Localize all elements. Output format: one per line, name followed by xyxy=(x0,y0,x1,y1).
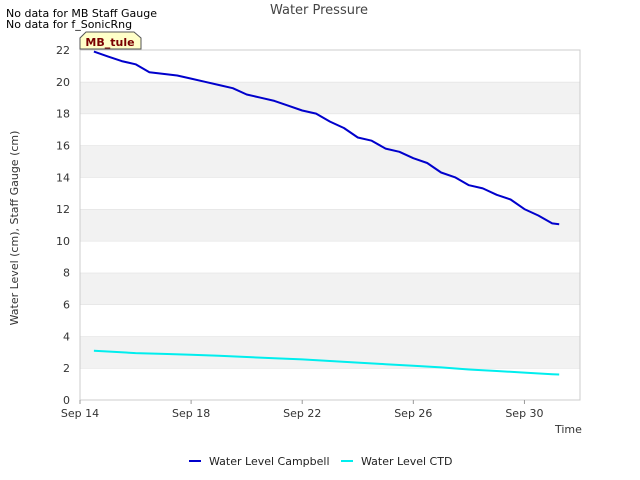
grid-band xyxy=(80,272,580,305)
x-tick-label: Sep 14 xyxy=(61,407,99,420)
no-data-note-staff-gauge: No data for MB Staff Gauge xyxy=(6,7,157,20)
plot-frame xyxy=(79,49,581,401)
y-tick-label: 16 xyxy=(56,139,70,152)
series-line-1 xyxy=(93,349,560,376)
x-axis: Sep 14 Sep 18 Sep 22 Sep 26 Sep 30 xyxy=(61,400,544,420)
y-tick-label: 4 xyxy=(63,330,70,343)
y-tick-label: 20 xyxy=(56,76,70,89)
y-tick-label: 8 xyxy=(63,267,70,280)
grid-band xyxy=(80,304,580,337)
y-tick-label: 12 xyxy=(56,203,70,216)
site-badge-label: MB_tule xyxy=(85,36,134,49)
grid-band xyxy=(80,145,580,178)
grid-band xyxy=(80,336,580,369)
x-tick-label: Sep 18 xyxy=(172,407,210,420)
y-axis: 0 2 4 6 8 10 12 14 16 18 20 22 xyxy=(56,44,70,407)
legend-label: Water Level CTD xyxy=(361,455,452,468)
y-tick-label: 14 xyxy=(56,171,70,184)
x-tick-label: Sep 30 xyxy=(505,407,543,420)
grid-band xyxy=(80,113,580,146)
grid-band xyxy=(80,50,580,82)
legend-label: Water Level Campbell xyxy=(209,455,330,468)
chart-title: Water Pressure xyxy=(270,3,368,18)
site-badge: MB_tule xyxy=(79,31,142,50)
series-line-0 xyxy=(93,50,560,226)
legend: Water Level Campbell Water Level CTD xyxy=(189,455,452,468)
y-axis-title: Water Level (cm), Staff Gauge (cm) xyxy=(8,131,21,326)
y-tick-label: 0 xyxy=(63,394,70,407)
grid-bands xyxy=(80,49,580,400)
grid-band xyxy=(80,209,580,241)
x-tick-label: Sep 26 xyxy=(394,407,432,420)
x-tick-label: Sep 22 xyxy=(283,407,321,420)
grid-band xyxy=(80,368,580,400)
y-tick-label: 2 xyxy=(63,362,70,375)
no-data-note-sonic-rng: No data for f_SonicRng xyxy=(6,18,133,31)
y-tick-label: 6 xyxy=(63,299,70,312)
grid-band xyxy=(80,177,580,210)
grid-band xyxy=(80,240,580,273)
site-badge-shape xyxy=(79,31,142,50)
series-lines xyxy=(93,50,560,376)
grid-band xyxy=(80,81,580,114)
y-tick-label: 18 xyxy=(56,108,70,121)
y-tick-label: 22 xyxy=(56,44,70,57)
y-tick-label: 10 xyxy=(56,235,70,248)
x-axis-title: Time xyxy=(554,423,582,436)
